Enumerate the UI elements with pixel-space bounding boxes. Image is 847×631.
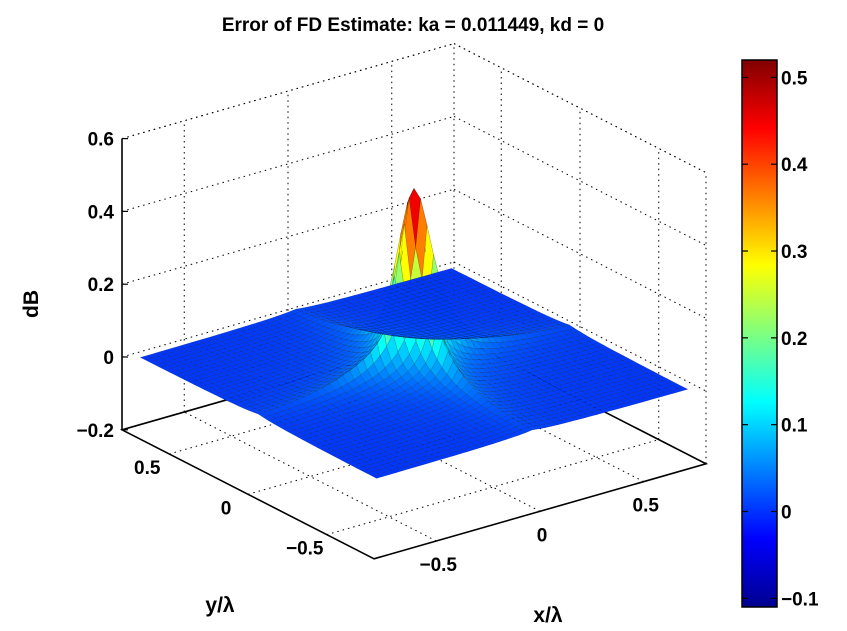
colorbar-tick-label: 0.1 [781,416,808,437]
grid-line [453,43,707,174]
z-tick-label: −0.2 [76,421,114,442]
x-tick-label: 0 [537,525,548,546]
colorbar-tick-label: 0.4 [781,155,808,176]
tick-labels: −0.2 0 0.2 0.4 0.6 −0.5 0 0.5 −0.5 0 0.5 [76,130,659,576]
grid-line [121,43,455,140]
surface-patch [139,355,153,361]
x-tick-label: −0.5 [419,555,457,576]
y-tick-label: −0.5 [286,539,324,560]
colorbar-tick-label: 0.5 [781,68,808,89]
z-tick-label: 0.4 [88,202,115,223]
surface-plot [139,188,689,479]
grid-lines [121,43,707,542]
colorbar-ticks: −0.1 0 0.1 0.2 0.3 0.4 0.5 [742,68,819,610]
grid-line [453,115,707,246]
z-tick-label: 0.6 [88,130,114,151]
colorbar [741,59,778,608]
y-tick-label: 0 [221,498,232,519]
colorbar-tick-label: 0.2 [781,329,807,350]
colorbar-tick-label: 0 [781,502,792,523]
z-axis-label: dB [20,290,43,318]
chart-title: Error of FD Estimate: ka = 0.011449, kd … [222,15,604,36]
grid-line [121,115,455,212]
y-tick-label: 0.5 [134,458,161,479]
x-tick-label: 0.5 [633,496,660,517]
z-tick-label: 0 [103,348,114,369]
y-axis-label: y/λ [205,594,235,617]
colorbar-tick-label: −0.1 [781,589,819,610]
x-axis-label: x/λ [533,604,563,627]
colorbar-tick-label: 0.3 [781,242,807,263]
grid-line [121,43,455,140]
grid-line [453,43,707,174]
z-tick-label: 0.2 [88,275,114,296]
